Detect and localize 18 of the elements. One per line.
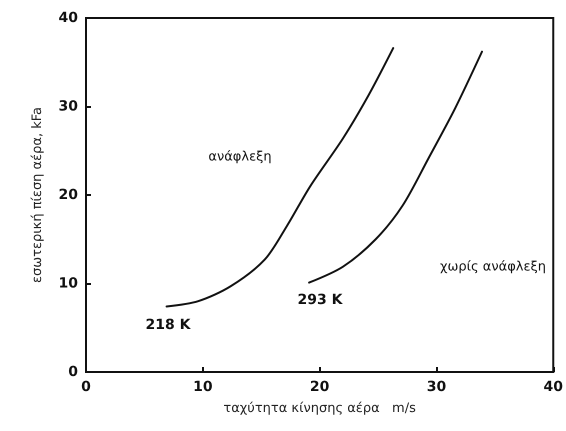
line-series	[308, 50, 483, 284]
x-axis-title: ταχύτητα κίνησης αέρα m/s	[223, 401, 416, 416]
annotation: 218 K	[146, 317, 192, 333]
x-tick-label: 40	[544, 379, 564, 395]
y-tick-label: 30	[58, 98, 78, 114]
y-tick-label: 10	[58, 276, 78, 292]
x-tick-label: 30	[426, 379, 446, 395]
annotation: 293 K	[298, 292, 344, 308]
line-series	[166, 47, 394, 308]
y-tick-label: 20	[58, 187, 78, 203]
x-tick-label: 20	[310, 379, 330, 395]
y-tick-label: 40	[58, 10, 78, 26]
x-tick-label: 0	[81, 379, 92, 395]
x-tick-label: 10	[193, 379, 213, 395]
y-tick-label: 0	[68, 364, 78, 380]
annotation: ανάφλεξη	[208, 150, 272, 164]
y-axis-title: εσωτερική πίεση αέρα, kFa	[30, 106, 45, 284]
annotation: χωρίς ανάφλεξη	[440, 260, 546, 274]
